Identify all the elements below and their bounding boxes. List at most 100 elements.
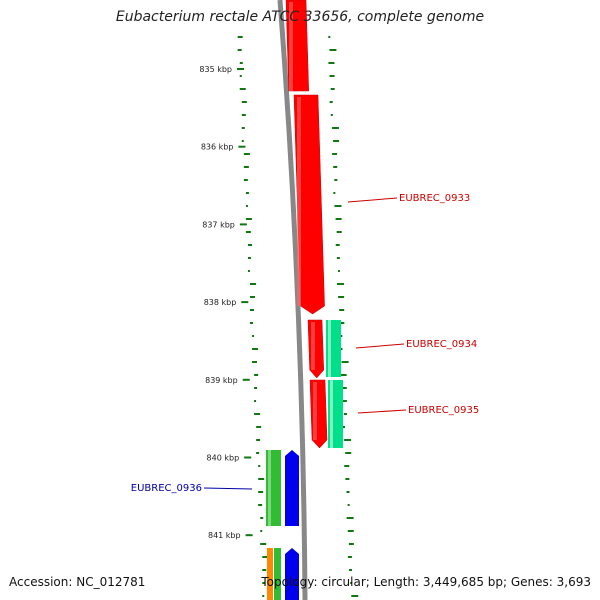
- gc-dot: [258, 465, 261, 467]
- gc-dot: [260, 543, 267, 545]
- gc-dot: [344, 439, 352, 441]
- gc-dot: [245, 218, 252, 220]
- gc-dot: [333, 166, 338, 168]
- gene-labels: EUBREC_0933 EUBREC_0934 EUBREC_0935 EUBREC_…: [131, 193, 479, 494]
- ruler-tick-label: 840 kbp: [207, 454, 240, 463]
- gc-dot: [254, 374, 259, 376]
- cds-highlight: [313, 382, 317, 440]
- gc-dot: [346, 517, 354, 519]
- forward-cds: [309, 379, 328, 449]
- gc-dot: [339, 309, 345, 311]
- gc-dot: [247, 244, 252, 246]
- gc-dot: [342, 400, 347, 402]
- gene-label-leader: [203, 487, 253, 490]
- gc-dot: [331, 127, 339, 129]
- ruler-tick: [238, 145, 246, 148]
- gc-dot: [350, 582, 353, 584]
- gc-dot: [338, 296, 345, 298]
- gc-dot: [247, 257, 251, 259]
- cds-highlight: [311, 322, 315, 370]
- gene-label-leader: [355, 343, 405, 349]
- reverse-gene-box: [274, 548, 281, 600]
- gc-dot: [258, 491, 264, 493]
- gc-dot: [335, 244, 340, 246]
- gc-dot: [329, 75, 335, 77]
- gc-dot: [252, 348, 259, 350]
- gc-dot: [256, 452, 260, 454]
- gc-dot: [260, 530, 263, 532]
- gc-dot: [343, 426, 345, 428]
- gc-dot: [351, 595, 359, 597]
- gc-dot: [348, 543, 354, 545]
- reverse-cds: [285, 548, 299, 600]
- gc-dot: [340, 348, 343, 350]
- genome-title: Eubacterium rectale ATCC 33656, complete…: [115, 9, 485, 25]
- gc-dot: [333, 140, 340, 142]
- gc-dot: [254, 387, 258, 389]
- gc-dot: [334, 205, 342, 207]
- gc-dot: [245, 192, 249, 194]
- gene-label: EUBREC_0935: [408, 405, 479, 416]
- ruler-tick-label: 836 kbp: [201, 143, 234, 152]
- gc-dot: [332, 153, 338, 155]
- cds-highlight: [297, 97, 301, 306]
- gc-dot: [258, 504, 263, 506]
- gc-content-track-left: [237, 36, 268, 597]
- gc-dot: [245, 231, 251, 233]
- gc-dot: [343, 413, 347, 415]
- gc-dot: [243, 179, 248, 181]
- gc-dot: [241, 101, 247, 103]
- gc-dot: [349, 569, 353, 571]
- ruler-tick: [245, 534, 253, 537]
- cds-highlight: [289, 2, 293, 91]
- gc-dot: [243, 166, 249, 168]
- gc-dot: [250, 296, 255, 298]
- gc-dot: [337, 270, 340, 272]
- gc-dot: [241, 127, 245, 129]
- gc-dot: [241, 140, 244, 142]
- gc-dot: [347, 556, 352, 558]
- gc-dot: [256, 426, 262, 428]
- gc-dot: [256, 439, 261, 441]
- gc-dot: [347, 504, 350, 506]
- gc-dot: [328, 36, 331, 38]
- kbp-ruler: 835 kbp 836 kbp 837 kbp 838 kbp 839 kbp 840 k…: [199, 65, 253, 540]
- gc-dot: [243, 153, 250, 155]
- gc-dot: [336, 283, 344, 285]
- gc-dot: [250, 283, 257, 285]
- gc-dot: [260, 517, 264, 519]
- gc-dot: [347, 530, 354, 532]
- ruler-tick: [239, 223, 247, 226]
- gc-dot: [262, 569, 267, 571]
- accession-text: Accession: NC_012781: [9, 575, 146, 589]
- gc-dot: [254, 413, 261, 415]
- gc-dot: [241, 114, 246, 116]
- forward-cds: [307, 319, 324, 379]
- ruler-tick-label: 838 kbp: [204, 298, 237, 307]
- gc-dot: [340, 374, 347, 376]
- gc-dot: [330, 88, 335, 90]
- gc-dot: [346, 491, 350, 493]
- gc-dot: [336, 257, 340, 259]
- gc-dot: [258, 478, 265, 480]
- gc-dot: [329, 101, 333, 103]
- gene-highlight: [268, 450, 271, 526]
- gc-dot: [262, 582, 266, 584]
- gc-dot: [328, 62, 335, 64]
- ruler-tick-label: 835 kbp: [199, 65, 232, 74]
- gc-dot: [245, 205, 248, 207]
- gc-content-track-right: [328, 36, 359, 597]
- gc-dot: [239, 75, 242, 77]
- ruler-tick-label: 841 kbp: [208, 531, 241, 540]
- gc-dot: [249, 322, 253, 324]
- gc-dot: [344, 465, 350, 467]
- gc-dot: [237, 36, 243, 38]
- gc-dot: [329, 49, 337, 51]
- gc-dot: [345, 452, 352, 454]
- ruler-tick-label: 837 kbp: [202, 220, 235, 229]
- gc-dot: [340, 322, 345, 324]
- gc-dot: [336, 231, 342, 233]
- gene-label: EUBREC_0934: [406, 339, 477, 350]
- topology-summary: Topology: circular; Length: 3,449,685 bp…: [261, 575, 591, 589]
- ruler-tick: [242, 378, 250, 381]
